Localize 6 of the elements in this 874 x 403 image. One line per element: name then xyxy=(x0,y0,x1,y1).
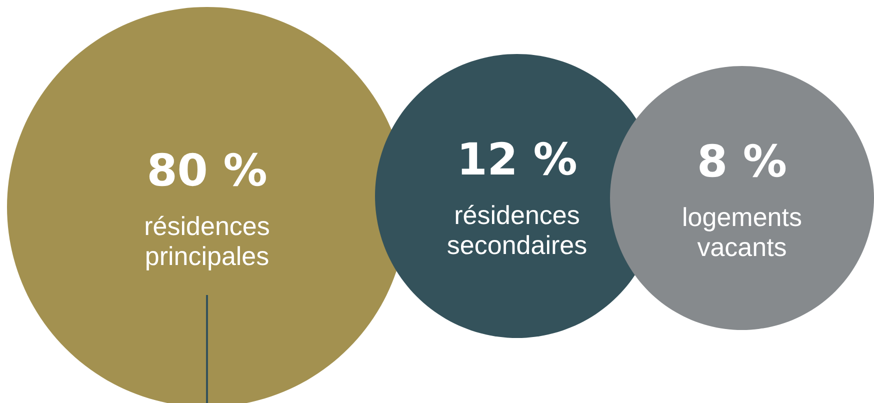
category-label: logements vacants xyxy=(682,202,802,262)
category-label: résidences secondaires xyxy=(446,200,588,260)
data-label: 12 % xyxy=(456,134,578,186)
data-label: 8 % xyxy=(696,136,788,188)
category-label: résidences principales xyxy=(144,211,270,271)
data-label: 80 % xyxy=(146,146,268,196)
